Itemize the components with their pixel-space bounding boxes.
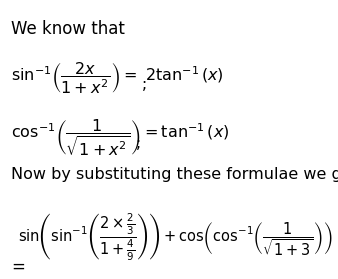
Text: $\sin^{-1}\!\left(\dfrac{2x}{1+x^2}\right) =\ 2\tan^{-1}(x)$: $\sin^{-1}\!\left(\dfrac{2x}{1+x^2}\righ… — [11, 60, 223, 95]
Text: $\sin\!\left(\sin^{-1}\!\left(\dfrac{2\times\frac{2}{3}}{1+\frac{4}{9}}\right)\r: $\sin\!\left(\sin^{-1}\!\left(\dfrac{2\t… — [18, 211, 333, 263]
Text: Now by substituting these formulae we get,: Now by substituting these formulae we ge… — [11, 167, 338, 182]
Text: ;: ; — [142, 77, 147, 92]
Text: We know that: We know that — [11, 20, 125, 38]
Text: =: = — [11, 258, 25, 276]
Text: $\cos^{-1}\!\left(\dfrac{1}{\sqrt{1+x^2}}\right) = \tan^{-1}(x)$: $\cos^{-1}\!\left(\dfrac{1}{\sqrt{1+x^2}… — [11, 117, 229, 158]
Text: ;: ; — [136, 136, 142, 151]
